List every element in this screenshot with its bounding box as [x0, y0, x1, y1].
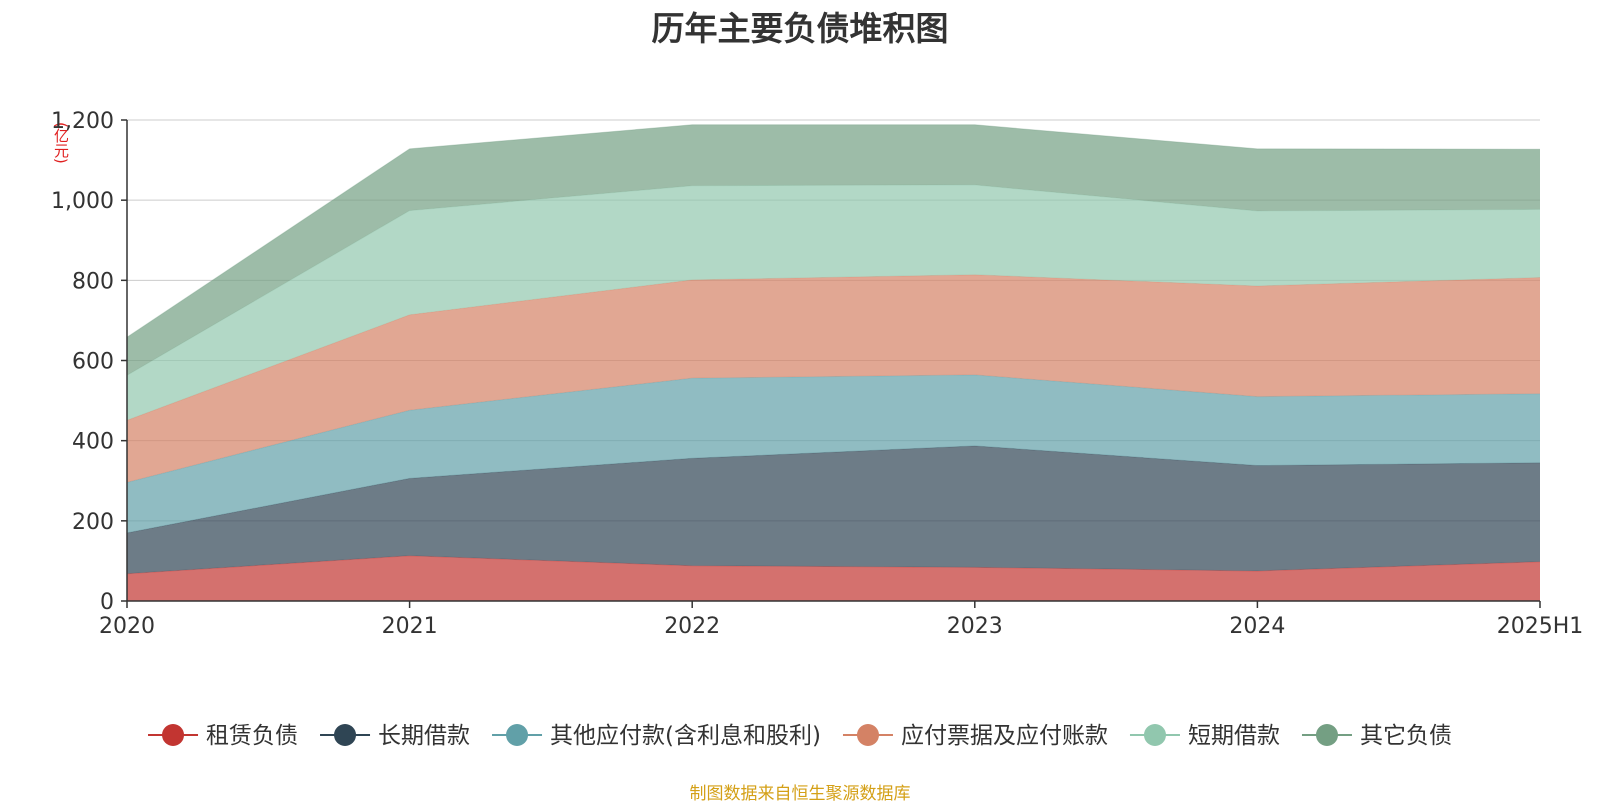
series-areas — [126, 124, 1541, 601]
y-tick-label: 1,200 — [51, 109, 114, 134]
legend-label: 租赁负债 — [206, 723, 298, 749]
y-tick-label: 200 — [72, 510, 114, 535]
series-area[interactable] — [127, 124, 1540, 376]
series-area[interactable] — [127, 184, 1540, 421]
legend-dot-icon — [856, 724, 879, 746]
legend-dot-icon — [162, 724, 185, 746]
x-tick-label: 2024 — [1229, 614, 1285, 639]
y-axis-unit-label: (亿元) — [52, 122, 70, 164]
legend-item[interactable]: 其他应付款(含利息和股利) — [492, 723, 821, 749]
y-tick-label: 400 — [72, 430, 114, 455]
legend-dot-icon — [1315, 724, 1338, 746]
series-line — [126, 555, 1541, 575]
legend-label: 长期借款 — [378, 723, 470, 749]
legend-item[interactable]: 租赁负债 — [148, 723, 298, 749]
legend-label: 其他应付款(含利息和股利) — [550, 723, 821, 749]
chart-title: 历年主要负债堆积图 — [651, 9, 949, 48]
x-tick-label: 2023 — [947, 614, 1003, 639]
x-tick-label: 2022 — [664, 614, 720, 639]
legend-label: 其它负债 — [1360, 723, 1452, 749]
legend-item[interactable]: 长期借款 — [320, 723, 470, 749]
legend-item[interactable]: 其它负债 — [1301, 723, 1452, 749]
legend: 租赁负债 长期借款 其他应付款(含利息和股利) 应付票据及应付账款 短期借款 其它负债 — [148, 723, 1452, 749]
y-tick-label: 600 — [72, 350, 114, 375]
data-source-note: 制图数据来自恒生聚源数据库 — [689, 784, 911, 804]
series-line — [126, 124, 1541, 338]
x-tick-label: 2025H1 — [1497, 614, 1584, 639]
series-area[interactable] — [127, 374, 1540, 533]
series-area[interactable] — [127, 555, 1540, 601]
legend-dot-icon — [506, 724, 529, 746]
y-tick-label: 800 — [72, 269, 114, 294]
y-tick-label: 1,000 — [51, 189, 114, 214]
legend-item[interactable]: 短期借款 — [1129, 723, 1280, 749]
series-area[interactable] — [127, 445, 1540, 574]
legend-label: 应付票据及应付账款 — [901, 723, 1108, 749]
y-tick-label: 0 — [100, 590, 114, 615]
legend-item[interactable]: 应付票据及应付账款 — [842, 723, 1108, 749]
x-tick-label: 2021 — [382, 614, 438, 639]
legend-label: 短期借款 — [1188, 723, 1280, 749]
x-tick-label: 2020 — [99, 614, 155, 639]
series-area[interactable] — [127, 274, 1540, 483]
legend-dot-icon — [334, 724, 357, 746]
legend-dot-icon — [1143, 724, 1166, 746]
axes: 0 200 400 600 800 1,000 1,200 2020 2021 2022 2023 2… — [51, 109, 1583, 639]
